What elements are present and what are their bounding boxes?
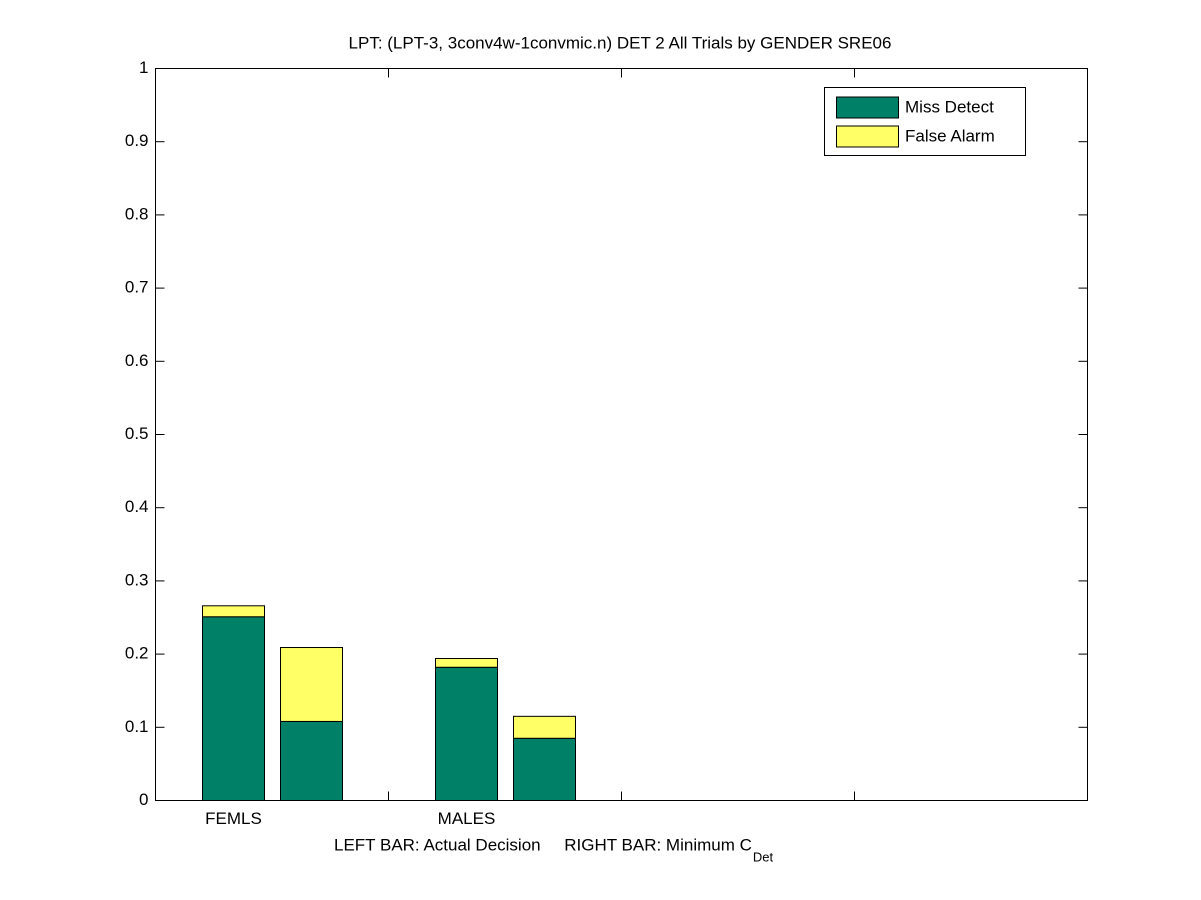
x-axis-label: LEFT BAR: Actual Decision RIGHT BAR: Min… <box>334 835 752 854</box>
y-tick-label: 0.5 <box>125 424 149 443</box>
y-tick-label: 0 <box>139 790 148 809</box>
legend-label: Miss Detect <box>905 97 994 116</box>
legend-label: False Alarm <box>905 126 995 145</box>
x-tick-label: MALES <box>438 809 496 828</box>
y-tick-label: 0.7 <box>125 278 149 297</box>
y-tick-label: 0.6 <box>125 351 149 370</box>
x-tick-label: FEMLS <box>205 809 262 828</box>
y-tick-label: 0.8 <box>125 204 149 223</box>
bar-segment <box>280 720 343 801</box>
bar-segment <box>280 647 343 722</box>
bar-segment <box>435 657 498 668</box>
chart-title: LPT: (LPT-3, 3conv4w-1convmic.n) DET 2 A… <box>349 33 892 52</box>
bar-segment <box>513 737 576 802</box>
bar-segment <box>202 616 265 801</box>
bar-segment <box>435 666 498 801</box>
y-tick-label: 0.4 <box>125 497 149 516</box>
legend-swatch <box>836 96 899 119</box>
y-tick-label: 0.2 <box>125 644 149 663</box>
bar-segment <box>513 715 576 739</box>
legend-swatch <box>836 125 899 148</box>
y-tick-label: 0.9 <box>125 131 149 150</box>
bar-segment <box>202 605 265 618</box>
y-tick-label: 0.1 <box>125 717 149 736</box>
y-tick-label: 0.3 <box>125 570 149 589</box>
y-tick-label: 1 <box>139 58 148 77</box>
x-axis-label-subscript: Det <box>753 849 774 864</box>
